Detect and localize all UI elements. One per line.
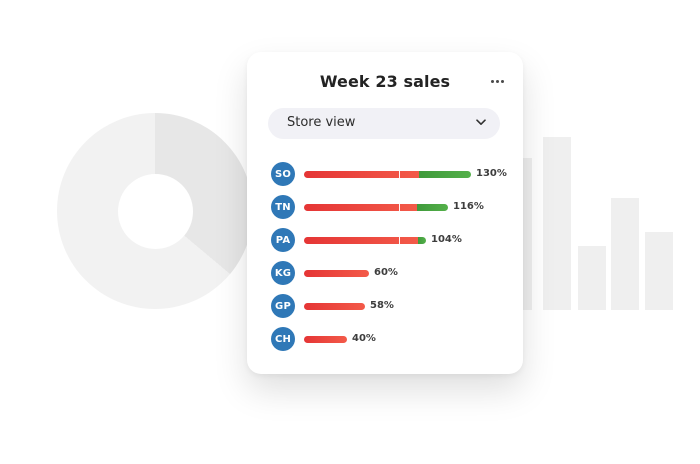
sales-bar — [304, 303, 365, 310]
sales-percent: 40% — [352, 333, 376, 344]
background-bar — [543, 137, 571, 310]
bar-below-target — [304, 237, 418, 244]
sales-bar — [304, 270, 369, 277]
store-badge: GP — [271, 294, 295, 318]
sales-percent: 58% — [370, 300, 394, 311]
background-bar — [645, 232, 673, 310]
ellipsis-dot — [501, 80, 504, 83]
sales-percent: 116% — [453, 201, 484, 212]
store-badge: TN — [271, 195, 295, 219]
bar-below-target — [304, 336, 347, 343]
bar-above-target — [419, 171, 471, 178]
donut-hole — [118, 174, 193, 249]
sales-card: Week 23 sales Store view SO 130% TN 116%… — [247, 52, 523, 374]
sales-bar — [304, 171, 471, 178]
sales-percent: 60% — [374, 267, 398, 278]
sales-percent: 104% — [431, 234, 462, 245]
ellipsis-dot — [496, 80, 499, 83]
store-badge: CH — [271, 327, 295, 351]
target-marker — [399, 237, 400, 244]
sales-bar — [304, 336, 347, 343]
ellipsis-dot — [491, 80, 494, 83]
sales-bar — [304, 237, 426, 244]
store-badge: KG — [271, 261, 295, 285]
background-bar — [611, 198, 639, 310]
ellipsis-icon[interactable] — [491, 80, 504, 83]
store-view-select[interactable]: Store view — [268, 108, 500, 139]
target-marker — [399, 171, 400, 178]
bar-below-target — [304, 204, 417, 211]
bar-below-target — [304, 303, 365, 310]
chevron-down-icon — [476, 119, 486, 125]
sales-bar — [304, 204, 448, 211]
store-badge: PA — [271, 228, 295, 252]
target-marker — [399, 204, 400, 211]
sales-percent: 130% — [476, 168, 507, 179]
bar-above-target — [417, 204, 448, 211]
background-bar — [578, 246, 606, 310]
bar-below-target — [304, 270, 369, 277]
bar-above-target — [418, 237, 426, 244]
bar-below-target — [304, 171, 419, 178]
store-badge: SO — [271, 162, 295, 186]
select-value: Store view — [287, 115, 356, 130]
card-title: Week 23 sales — [319, 72, 451, 91]
